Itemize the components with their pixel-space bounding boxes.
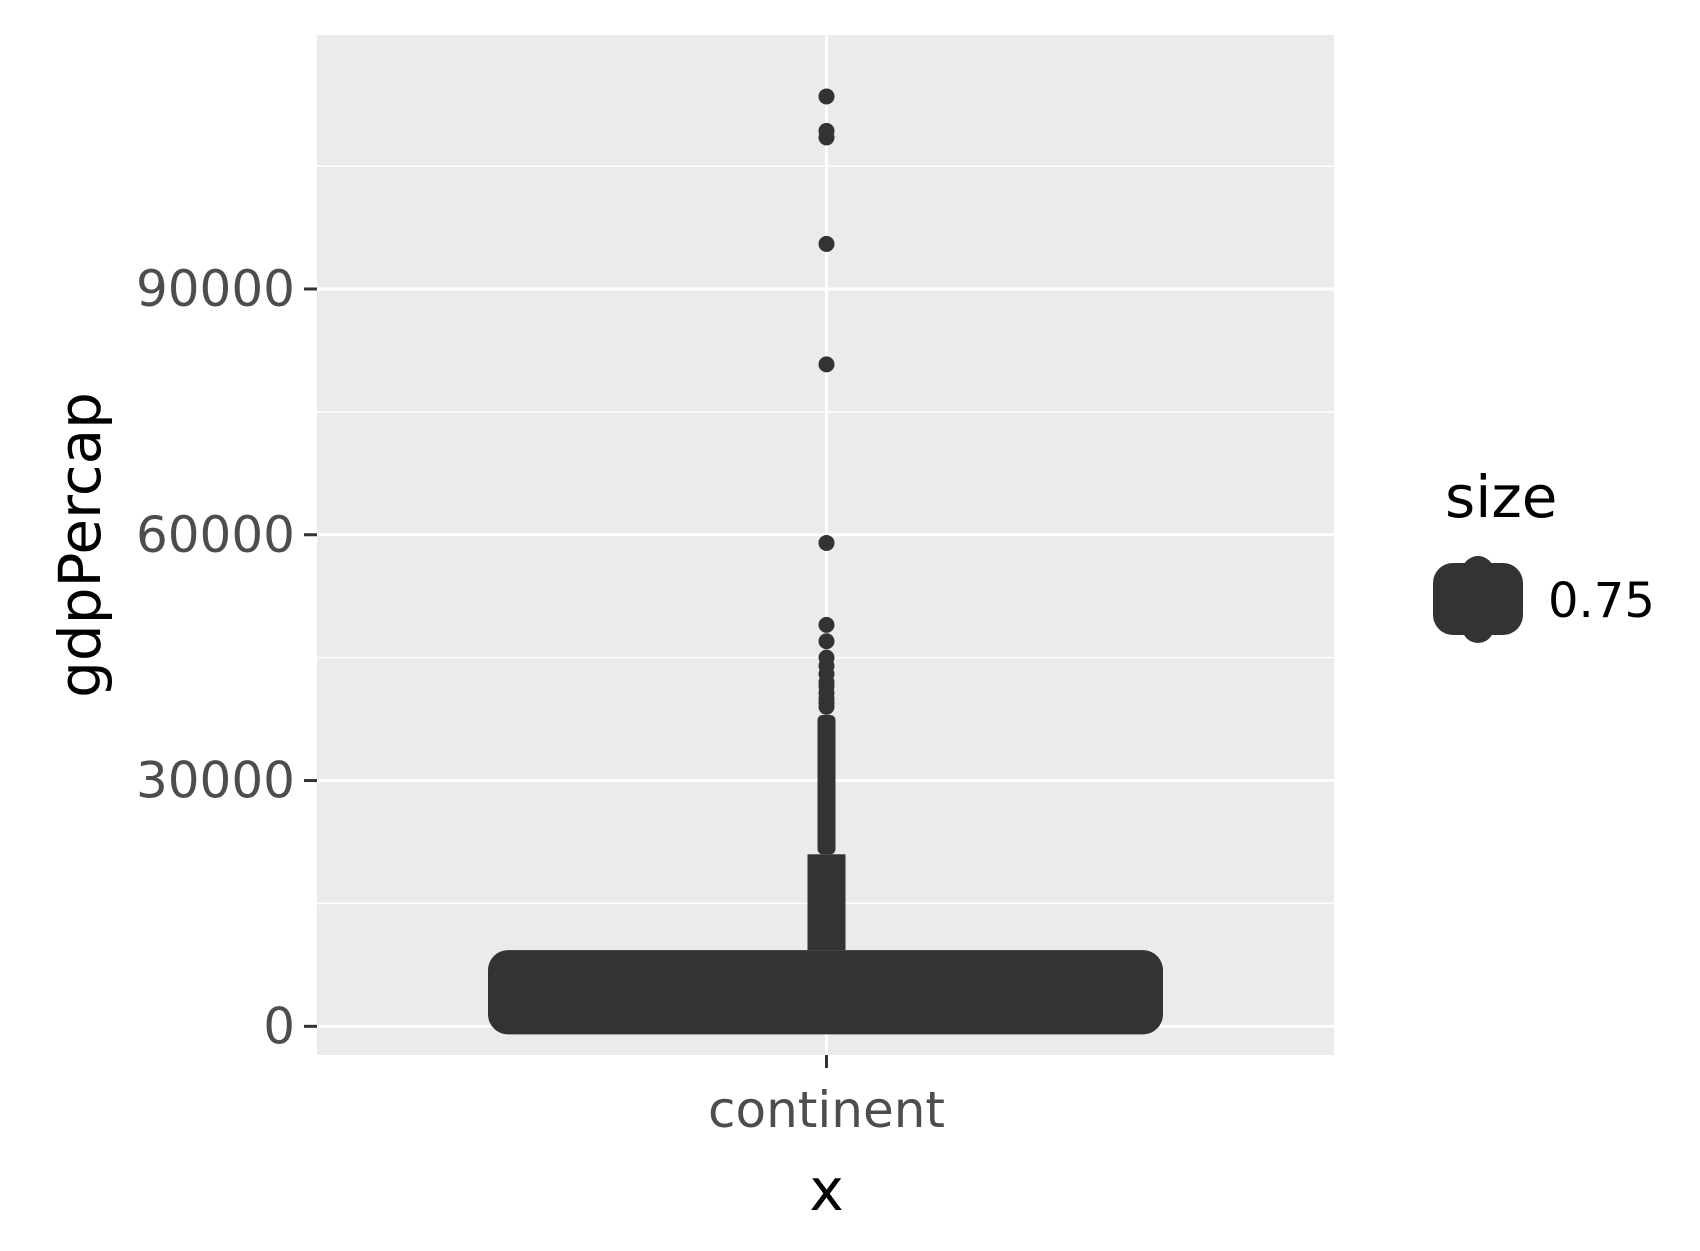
outlier-band (817, 715, 836, 855)
upper-whisker (807, 854, 846, 951)
x-axis-title: x (809, 1156, 843, 1224)
outlier-point (818, 235, 835, 252)
axes: 0 30000 60000 90000 continent (136, 260, 945, 1139)
box-marks (488, 88, 1163, 1035)
y-tick-label: 0 (263, 997, 295, 1055)
y-tick-label: 30000 (136, 752, 295, 810)
legend-key-point (1462, 556, 1494, 588)
legend-key-box (1433, 563, 1523, 635)
outlier-point (818, 88, 835, 105)
y-tick-label: 90000 (136, 260, 295, 318)
legend-key (1433, 556, 1523, 643)
y-axis-title: gdpPercap (46, 392, 114, 698)
legend: size 0.75 (1433, 463, 1655, 643)
outlier-point (818, 616, 835, 633)
outlier-point (818, 649, 835, 666)
outlier-point (818, 356, 835, 373)
outlier-point (818, 633, 835, 650)
outlier-point (818, 122, 835, 139)
legend-title: size (1445, 463, 1557, 531)
outlier-point (818, 534, 835, 551)
y-tick-label: 60000 (136, 506, 295, 564)
legend-label: 0.75 (1548, 573, 1655, 629)
box-body (488, 950, 1163, 1035)
legend-key-point (1462, 611, 1494, 643)
x-tick-label: continent (708, 1081, 945, 1139)
